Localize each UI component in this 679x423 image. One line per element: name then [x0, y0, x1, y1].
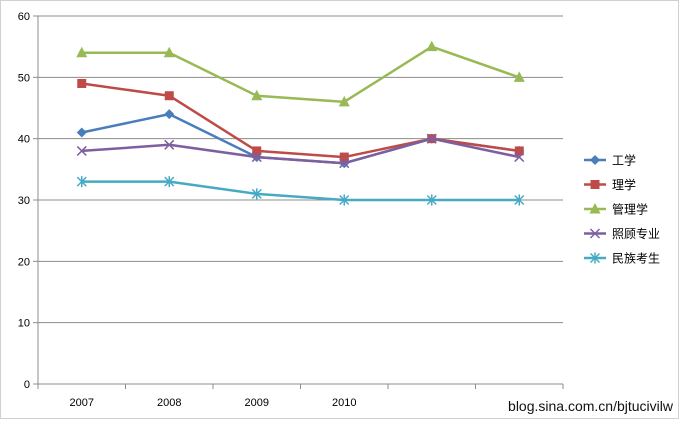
marker-triangle: [163, 46, 175, 58]
y-tick-label: 40: [18, 134, 30, 146]
marker-star: [251, 188, 262, 200]
marker-star: [164, 176, 175, 188]
marker-triangle: [426, 40, 438, 52]
data-point: [164, 139, 175, 150]
marker-x: [251, 152, 262, 163]
data-point: [76, 145, 87, 156]
data-point: [426, 194, 437, 206]
series-line: [81, 45, 520, 104]
data-point: [77, 78, 87, 88]
x-tick-label: 2007: [70, 397, 94, 409]
marker-x: [589, 228, 601, 239]
marker-star: [339, 194, 350, 206]
marker-square: [339, 152, 349, 162]
x-tick-label: 2008: [157, 397, 181, 409]
data-point: [251, 152, 262, 163]
data-point: [164, 109, 175, 120]
y-tick-label: 10: [18, 318, 30, 330]
marker-square: [164, 91, 174, 101]
watermark-text: blog.sina.com.cn/bjtucivilw: [508, 398, 674, 414]
legend-marker: [589, 203, 601, 214]
y-tick-label: 60: [18, 11, 30, 23]
marker-square: [514, 146, 524, 156]
marker-square: [590, 180, 600, 189]
marker-star: [426, 194, 437, 206]
data-point: [251, 188, 262, 200]
legend-label: 管理学: [612, 202, 648, 217]
y-tick-label: 50: [18, 72, 30, 84]
data-point: [338, 95, 350, 107]
y-tick-label: 0: [24, 379, 30, 391]
marker-x: [339, 158, 350, 169]
marker-x: [514, 152, 525, 163]
marker-triangle: [589, 203, 601, 214]
data-point: [164, 176, 175, 188]
marker-triangle: [76, 46, 88, 58]
data-point: [339, 152, 349, 162]
legend-label: 理学: [612, 177, 636, 192]
data-point: [514, 194, 525, 206]
marker-triangle: [251, 89, 263, 101]
marker-star: [514, 194, 525, 206]
data-point: [76, 176, 87, 188]
marker-star: [589, 252, 601, 264]
legend-item: 理学: [584, 177, 636, 192]
axis-layer: 0 10 20 30 40 50 60 2007 2008 2009 2010: [18, 11, 564, 409]
data-point: [164, 91, 174, 101]
marker-x: [164, 139, 175, 150]
y-tick-label: 20: [18, 256, 30, 268]
data-point: [251, 89, 263, 101]
legend-item: 照顾专业: [584, 226, 660, 241]
legend-label: 民族考生: [612, 252, 660, 266]
data-point: [513, 71, 525, 82]
marker-x: [426, 133, 437, 144]
series-line: [81, 180, 520, 202]
data-point: [163, 46, 175, 58]
legend-label: 照顾专业: [612, 226, 660, 241]
marker-x: [76, 145, 87, 156]
data-point: [426, 133, 437, 144]
grid-layer: [38, 15, 563, 324]
data-point: [339, 194, 350, 206]
legend-marker: [590, 155, 600, 165]
marker-star: [76, 176, 87, 188]
marker-diamond: [76, 127, 87, 138]
data-point: [252, 146, 262, 156]
series-line: [81, 137, 520, 165]
data-point: [76, 46, 88, 58]
data-point: [339, 158, 350, 169]
data-point: [426, 40, 438, 52]
marker-diamond: [164, 109, 175, 120]
legend-label: 工学: [612, 153, 636, 168]
marker-diamond: [590, 155, 600, 165]
data-point: [76, 127, 87, 138]
x-tick-label: 2009: [245, 397, 269, 409]
legend-marker: [589, 252, 601, 264]
x-tick-label: 2010: [332, 397, 356, 409]
legend-marker: [590, 180, 600, 189]
legend-marker: [589, 228, 601, 239]
marker-square: [252, 146, 262, 156]
legend-item: 工学: [584, 153, 636, 168]
series-4: [76, 133, 525, 169]
y-tick-label: 30: [18, 195, 30, 207]
data-point: [514, 152, 525, 163]
series-5: [76, 176, 525, 206]
marker-triangle: [513, 71, 525, 82]
data-point: [514, 146, 524, 156]
legend-item: 民族考生: [584, 252, 660, 266]
marker-square: [77, 78, 87, 88]
marker-triangle: [338, 95, 350, 107]
series-3: [76, 40, 525, 107]
legend-item: 管理学: [584, 202, 648, 217]
series-layer: [76, 40, 525, 206]
